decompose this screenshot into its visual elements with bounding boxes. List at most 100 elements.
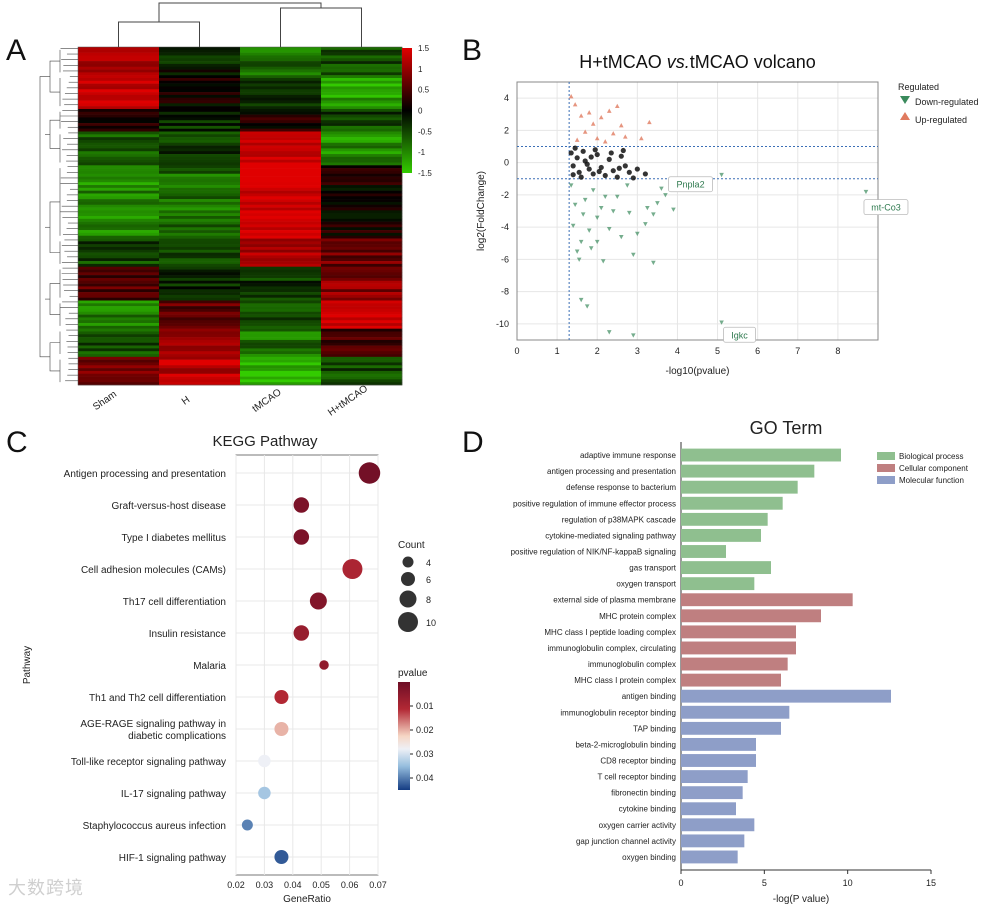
heatmap-cell	[321, 238, 403, 242]
heatmap-cell	[240, 328, 322, 332]
go-term-label: oxygen binding	[622, 853, 676, 862]
heatmap-cell	[321, 354, 403, 358]
go-term-label: immunoglobulin complex, circulating	[547, 644, 676, 653]
heatmap-cell	[321, 187, 403, 191]
heatmap-cell	[321, 193, 403, 197]
heatmap-cell	[78, 216, 160, 220]
heatmap-cell	[78, 246, 160, 251]
heatmap-cell	[240, 348, 322, 352]
gene-label: Igkc	[731, 330, 748, 340]
heatmap-cell	[159, 356, 241, 360]
heatmap-cell	[240, 230, 322, 234]
heatmap-cell	[321, 286, 403, 290]
ns-point	[610, 168, 616, 174]
heatmap-cell	[240, 114, 322, 118]
ns-point	[594, 151, 600, 158]
heatmap-cell	[321, 331, 403, 335]
go-term-label: positive regulation of NIK/NF-kappaB sig…	[511, 548, 676, 557]
down-point	[651, 212, 656, 217]
heatmap-cell	[321, 182, 403, 186]
heatmap-cell	[159, 156, 241, 160]
heatmap-cell	[78, 356, 160, 360]
heatmap-cell	[240, 218, 322, 222]
down-point	[655, 201, 660, 206]
color-legend-label: 0.04	[416, 773, 434, 783]
heatmap-cell	[159, 97, 241, 101]
heatmap-cell	[321, 117, 403, 121]
heatmap-cell	[159, 216, 241, 220]
heatmap-cell	[321, 241, 403, 245]
pathway-label: Toll-like receptor signaling pathway	[71, 757, 226, 768]
heatmap-cell	[321, 224, 403, 228]
pathway-label: Malaria	[193, 661, 226, 672]
heatmap-cell	[159, 379, 241, 383]
down-point	[578, 297, 584, 303]
legend-label: Cellular component	[899, 464, 969, 473]
go-term-label: gas transport	[629, 564, 676, 573]
heatmap-cell	[240, 170, 322, 175]
go-term-label: antigen binding	[622, 692, 676, 701]
legend-swatch	[877, 452, 895, 460]
heatmap-cell	[321, 162, 403, 166]
heatmap-cell	[159, 148, 241, 152]
x-axis-label: -log10(pvalue)	[666, 366, 730, 377]
heatmap-cell	[159, 311, 241, 315]
heatmap-cell	[159, 230, 241, 234]
heatmap-cell	[78, 294, 160, 298]
heatmap-cell	[240, 61, 322, 65]
heatmap-cell	[78, 162, 160, 166]
heatmap-cell	[321, 114, 403, 118]
heatmap-cell	[78, 379, 160, 383]
heatmap-cell	[240, 325, 322, 329]
heatmap-cell	[240, 94, 322, 98]
go-term-label: cytokine binding	[619, 805, 676, 814]
heatmap-cell	[240, 123, 322, 127]
heatmap-cell	[321, 83, 403, 87]
gene-label-box	[668, 176, 713, 193]
heatmap-cell	[321, 47, 403, 51]
heatmap-cell	[78, 272, 160, 276]
go-bar	[681, 737, 756, 751]
heatmap-cell	[159, 303, 241, 307]
heatmap-cell	[159, 111, 241, 115]
ns-point	[630, 175, 636, 181]
ns-point	[590, 171, 596, 177]
heatmap-cell	[159, 179, 241, 183]
heatmap-cell	[78, 201, 160, 206]
heatmap-cell	[78, 263, 160, 267]
pvalue-color-bar	[398, 682, 410, 790]
down-point	[643, 222, 648, 227]
heatmap-cell	[321, 334, 403, 338]
heatmap-cell	[78, 185, 160, 189]
heatmap-cell	[159, 185, 241, 189]
down-point	[574, 249, 580, 254]
heatmap-cell	[321, 258, 403, 262]
heatmap-cell	[78, 66, 160, 70]
heatmap-cell	[321, 216, 403, 220]
go-term-label: MHC protein complex	[599, 612, 676, 621]
heatmap-cell	[240, 187, 322, 191]
heatmap-cell	[321, 111, 403, 115]
heatmap-cell	[159, 154, 241, 158]
heatmap-cell	[159, 94, 241, 98]
heatmap-cell	[78, 176, 160, 180]
heatmap-cell	[159, 47, 241, 51]
color-legend-title: pvalue	[398, 668, 428, 679]
heatmap-cell	[159, 297, 241, 301]
heatmap-cell	[321, 100, 403, 104]
heatmap-cell	[78, 238, 160, 242]
heatmap-cell	[78, 173, 160, 177]
go-bar	[681, 689, 891, 703]
heatmap-cell	[321, 362, 403, 366]
down-point	[590, 188, 596, 193]
heatmap-cell	[240, 47, 322, 51]
heatmap-cell	[321, 176, 403, 180]
down-point	[627, 210, 632, 216]
heatmap-cell	[78, 345, 160, 349]
heatmap-cell	[78, 289, 160, 293]
heatmap-cell	[321, 356, 403, 360]
pathway-dot	[274, 690, 289, 704]
heatmap-cell	[321, 246, 403, 251]
up-point	[568, 94, 574, 99]
go-title: GO Term	[750, 418, 823, 438]
